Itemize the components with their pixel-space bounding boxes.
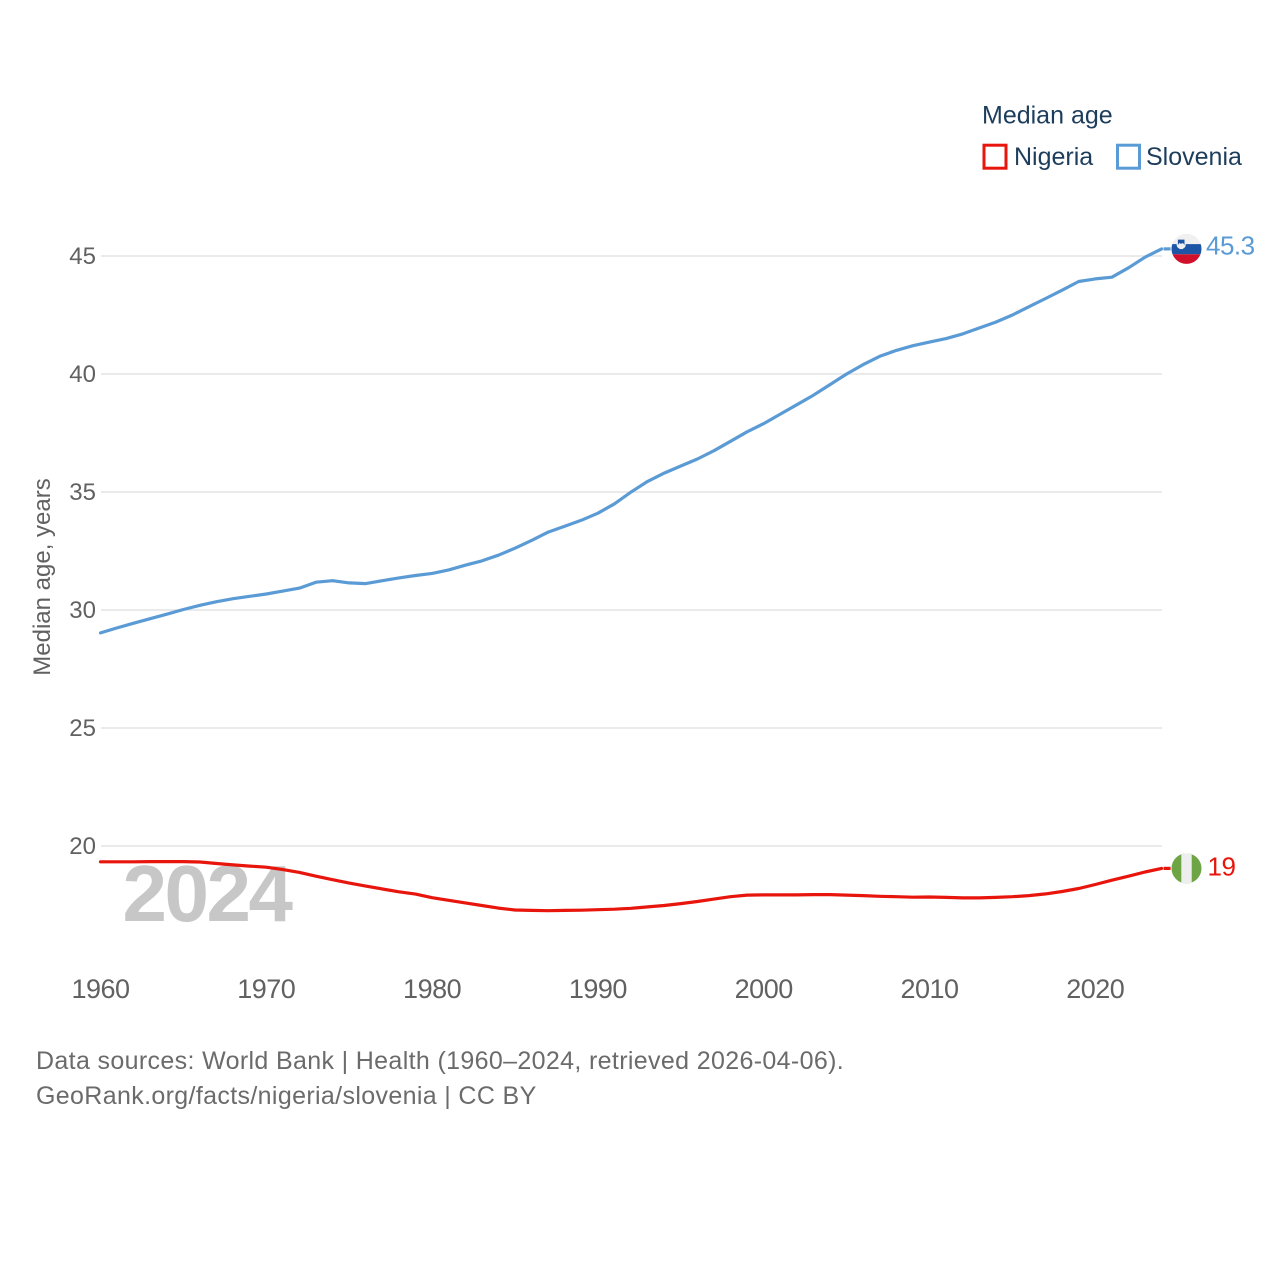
svg-text:40: 40 bbox=[69, 361, 96, 388]
svg-text:GeoRank.org/facts/nigeria/slov: GeoRank.org/facts/nigeria/slovenia | CC … bbox=[36, 1082, 537, 1110]
svg-text:Median age, years: Median age, years bbox=[29, 478, 56, 675]
svg-text:1970: 1970 bbox=[237, 974, 295, 1004]
svg-text:25: 25 bbox=[69, 715, 96, 742]
svg-text:2000: 2000 bbox=[735, 974, 793, 1004]
svg-text:Nigeria: Nigeria bbox=[1014, 143, 1093, 171]
svg-text:1960: 1960 bbox=[71, 974, 129, 1004]
svg-text:Median age: Median age bbox=[982, 101, 1113, 129]
svg-text:35: 35 bbox=[69, 479, 96, 506]
svg-text:45.3: 45.3 bbox=[1206, 231, 1255, 261]
svg-text:Data sources: World Bank | Hea: Data sources: World Bank | Health (1960–… bbox=[36, 1047, 844, 1075]
svg-text:1990: 1990 bbox=[569, 974, 627, 1004]
svg-text:1980: 1980 bbox=[403, 974, 461, 1004]
svg-text:20: 20 bbox=[69, 833, 96, 860]
svg-text:19: 19 bbox=[1208, 852, 1236, 882]
svg-text:45: 45 bbox=[69, 243, 96, 270]
svg-text:2020: 2020 bbox=[1066, 974, 1124, 1004]
svg-text:Slovenia: Slovenia bbox=[1146, 143, 1242, 171]
svg-text:2010: 2010 bbox=[900, 974, 958, 1004]
svg-text:30: 30 bbox=[69, 597, 96, 624]
